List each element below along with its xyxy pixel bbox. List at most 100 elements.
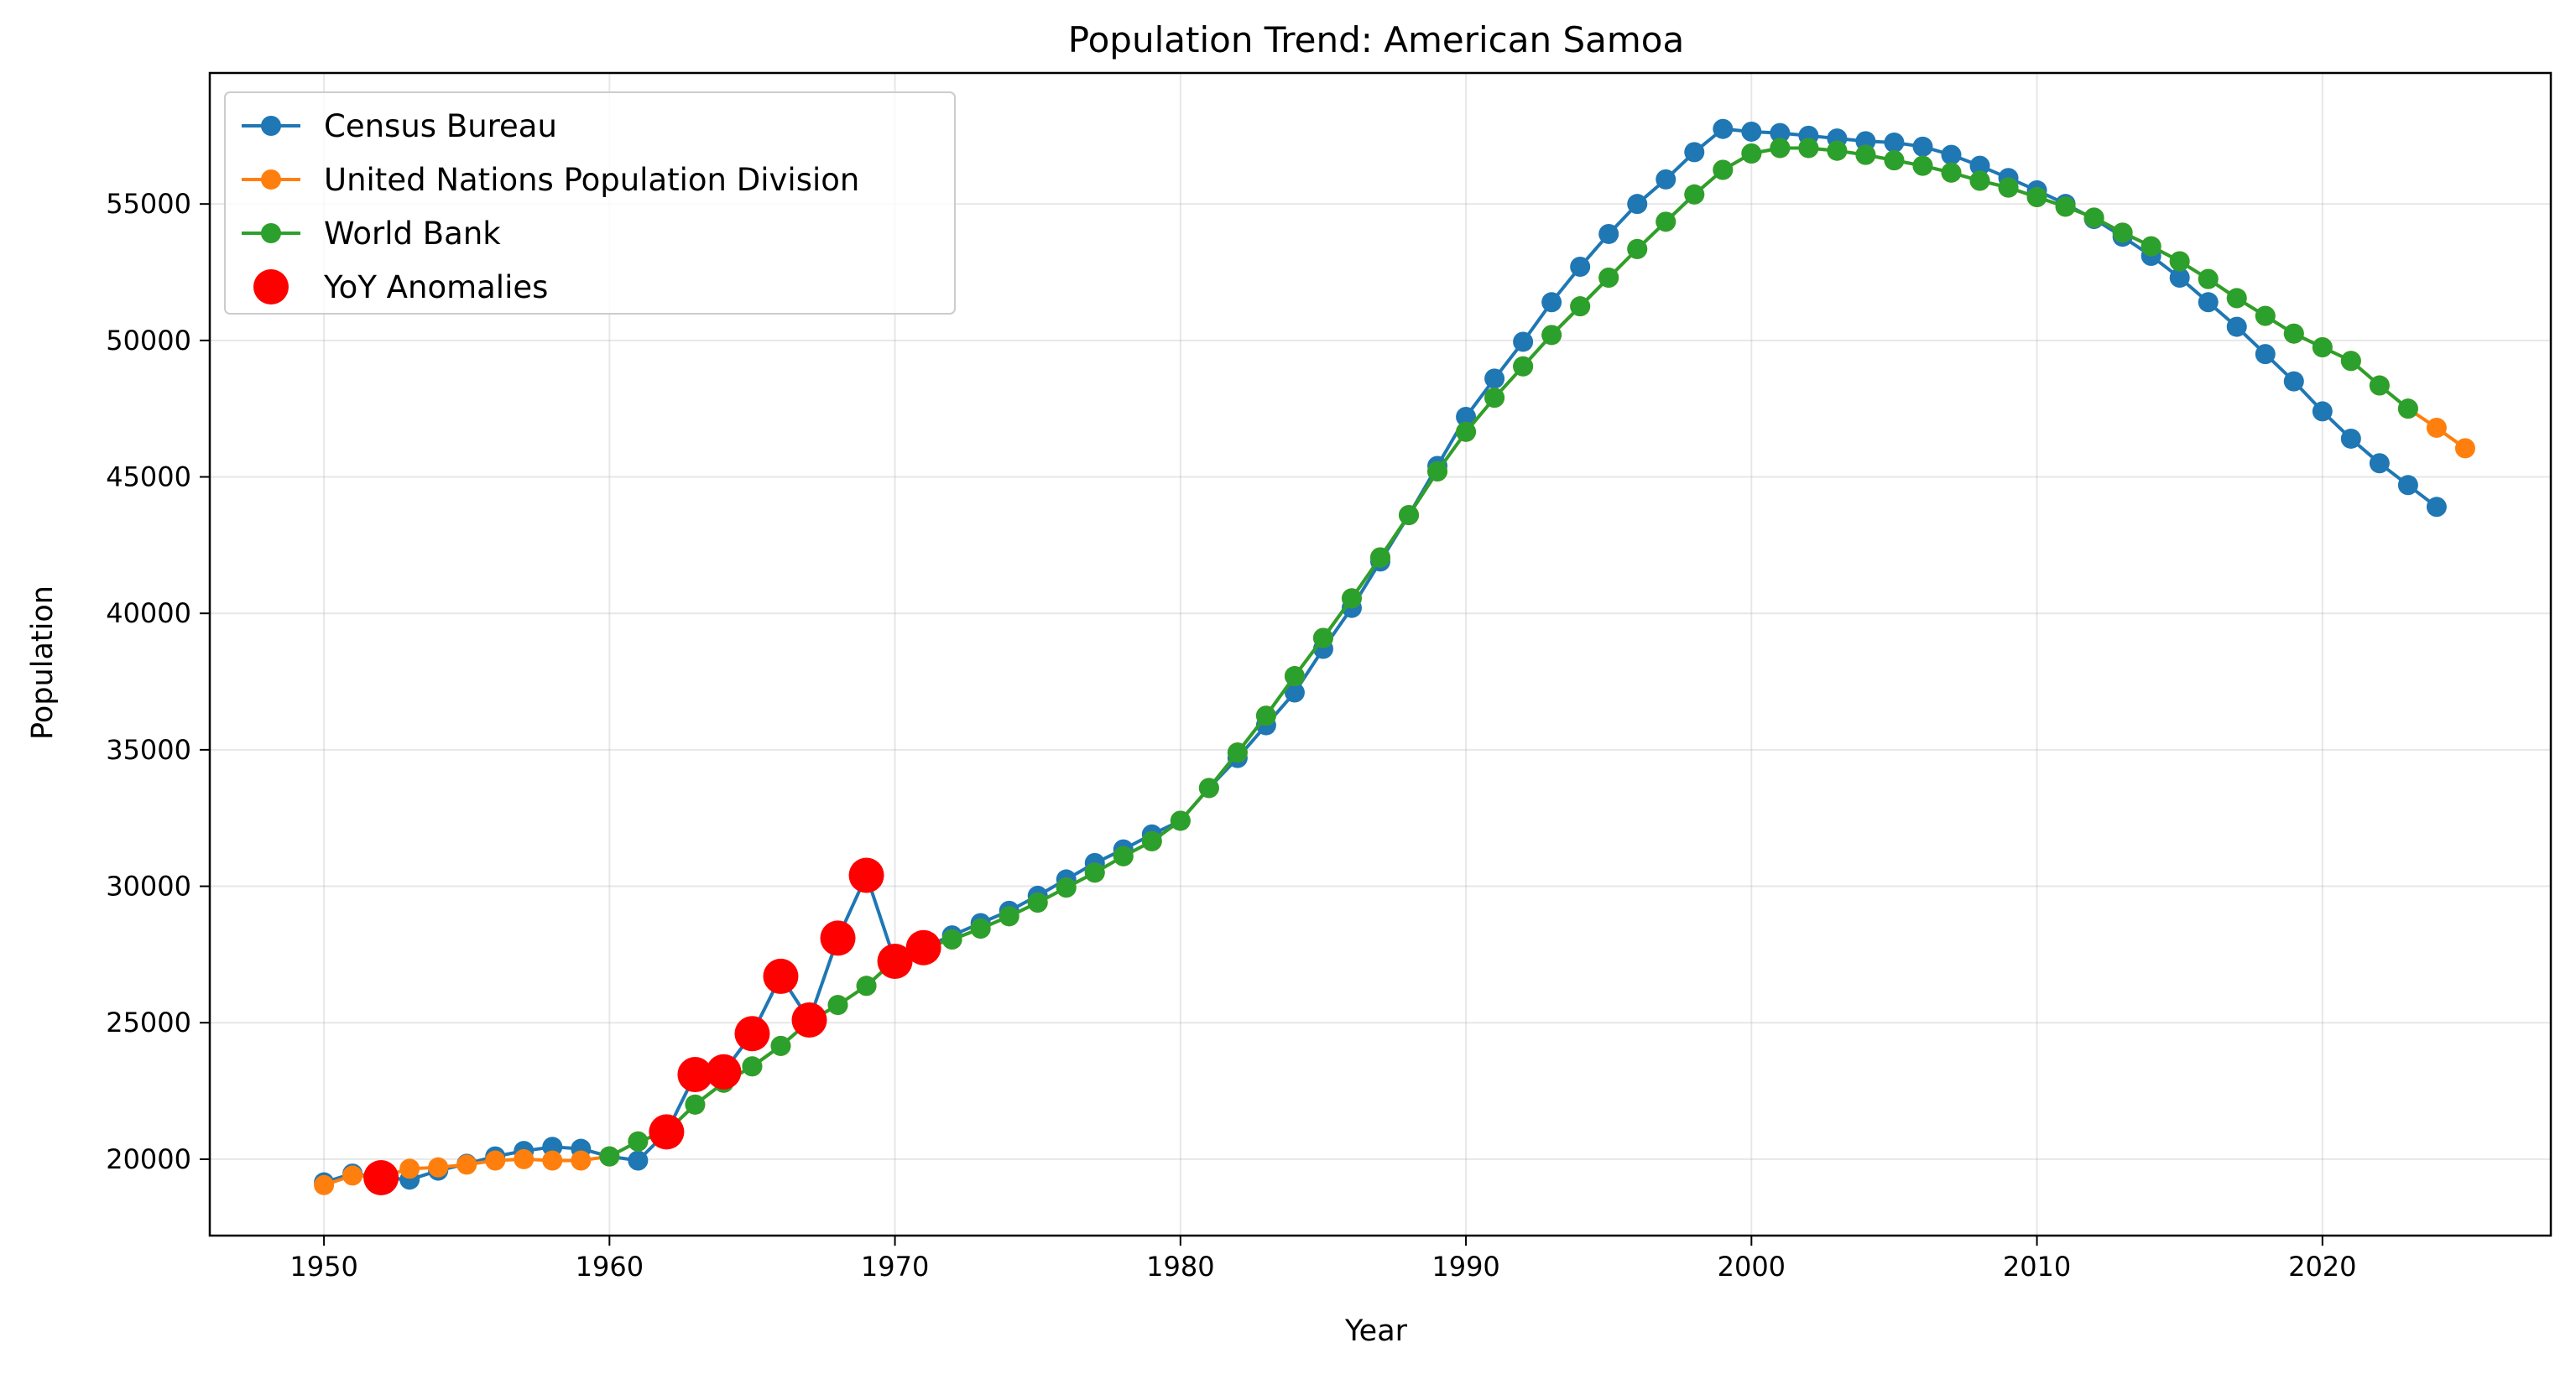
series-point	[1627, 238, 1648, 259]
x-tick-label: 1970	[861, 1251, 929, 1283]
x-tick-label: 1960	[576, 1251, 644, 1283]
y-tick-label: 30000	[106, 871, 191, 903]
anomaly-point	[877, 944, 913, 980]
series-point	[314, 1174, 335, 1195]
legend-label: World Bank	[324, 216, 501, 252]
series-point	[827, 995, 848, 1016]
series-point	[1627, 194, 1648, 215]
series-point	[1884, 150, 1905, 171]
anomaly-point	[677, 1057, 713, 1093]
series-point	[1284, 682, 1305, 703]
series-point	[970, 918, 991, 939]
series-point	[999, 906, 1019, 927]
series-point	[1827, 140, 1848, 161]
y-axis-title: Population	[26, 586, 60, 740]
series-point	[2283, 323, 2304, 344]
series-point	[1741, 121, 1762, 142]
series-point	[1255, 705, 1276, 726]
anomaly-point	[649, 1114, 685, 1150]
series-point	[770, 1035, 791, 1056]
series-point	[2169, 268, 2190, 289]
series-point	[2169, 251, 2190, 272]
legend-box	[224, 91, 956, 315]
series-point	[2026, 187, 2047, 208]
series-point	[2255, 305, 2276, 326]
legend: Census Bureau United Nations Population D…	[224, 91, 956, 315]
series-point	[2226, 316, 2247, 337]
plot-frame	[208, 71, 2553, 1237]
legend-entry: World Bank	[242, 216, 501, 252]
legend-marker-swatch	[261, 169, 281, 190]
series-point	[342, 1165, 363, 1186]
anomaly-point	[848, 857, 884, 893]
legend-entry: Census Bureau	[242, 108, 557, 144]
series-point	[2255, 344, 2276, 365]
series-point	[1713, 159, 1734, 180]
series-point	[1969, 170, 1990, 191]
anomaly-point	[820, 920, 856, 956]
series-point	[2340, 428, 2361, 449]
series-point	[2369, 375, 2390, 396]
series-point	[1541, 292, 1562, 313]
x-axis-title: Year	[1344, 1314, 1408, 1348]
y-tick-label: 25000	[106, 1007, 191, 1038]
x-tick-label: 1980	[1146, 1251, 1214, 1283]
series-point	[542, 1150, 563, 1171]
series-point	[2454, 438, 2475, 459]
series-point	[1484, 368, 1505, 389]
series-point	[1027, 893, 1048, 913]
series-point	[1656, 169, 1676, 190]
series-point	[941, 929, 962, 950]
series-point	[2198, 292, 2219, 313]
series-point	[742, 1056, 763, 1077]
series-point	[856, 976, 877, 997]
x-tick-label: 2020	[2288, 1251, 2356, 1283]
series-point	[685, 1094, 706, 1115]
series-point	[456, 1154, 477, 1175]
legend-marker-swatch	[253, 269, 289, 304]
series-point	[1684, 142, 1705, 163]
y-tick-label: 35000	[106, 734, 191, 766]
x-tick-label: 1990	[1431, 1251, 1499, 1283]
series-point	[1770, 138, 1791, 159]
series-point	[2112, 222, 2133, 243]
series-point	[1227, 742, 1248, 763]
series-point	[2055, 196, 2076, 217]
series-point	[2426, 417, 2447, 438]
series-point	[2340, 351, 2361, 372]
series-point	[1912, 155, 1933, 176]
series-point	[1941, 162, 1962, 183]
series-point	[1056, 877, 1077, 898]
series-point	[1912, 136, 1933, 157]
series-point	[2198, 268, 2219, 289]
series-point	[1884, 132, 1905, 153]
series-point	[1312, 627, 1333, 648]
series-point	[514, 1148, 534, 1169]
x-tick-label: 2010	[2003, 1251, 2071, 1283]
series-point	[1113, 846, 1134, 867]
series-point	[628, 1131, 649, 1152]
series-point	[1941, 144, 1962, 165]
legend-label: Census Bureau	[324, 108, 557, 144]
x-tick-label: 2000	[1718, 1251, 1786, 1283]
anomaly-layer	[363, 857, 941, 1196]
y-tick-label: 45000	[106, 461, 191, 493]
y-tick-label: 40000	[106, 597, 191, 629]
series-point	[1284, 666, 1305, 687]
series-point	[1570, 296, 1591, 317]
legend-label: United Nations Population Division	[324, 162, 859, 198]
series-point	[485, 1150, 506, 1171]
series-point	[1570, 257, 1591, 277]
anomaly-point	[363, 1160, 399, 1196]
legend-marker-swatch	[261, 223, 281, 243]
series-point	[2226, 288, 2247, 309]
y-tick-label: 50000	[106, 325, 191, 357]
anomaly-point	[706, 1054, 742, 1090]
series-point	[599, 1146, 620, 1167]
series-point	[1341, 588, 1362, 609]
series-point	[399, 1158, 420, 1179]
series-point	[1084, 862, 1105, 883]
series-point	[1370, 547, 1390, 568]
